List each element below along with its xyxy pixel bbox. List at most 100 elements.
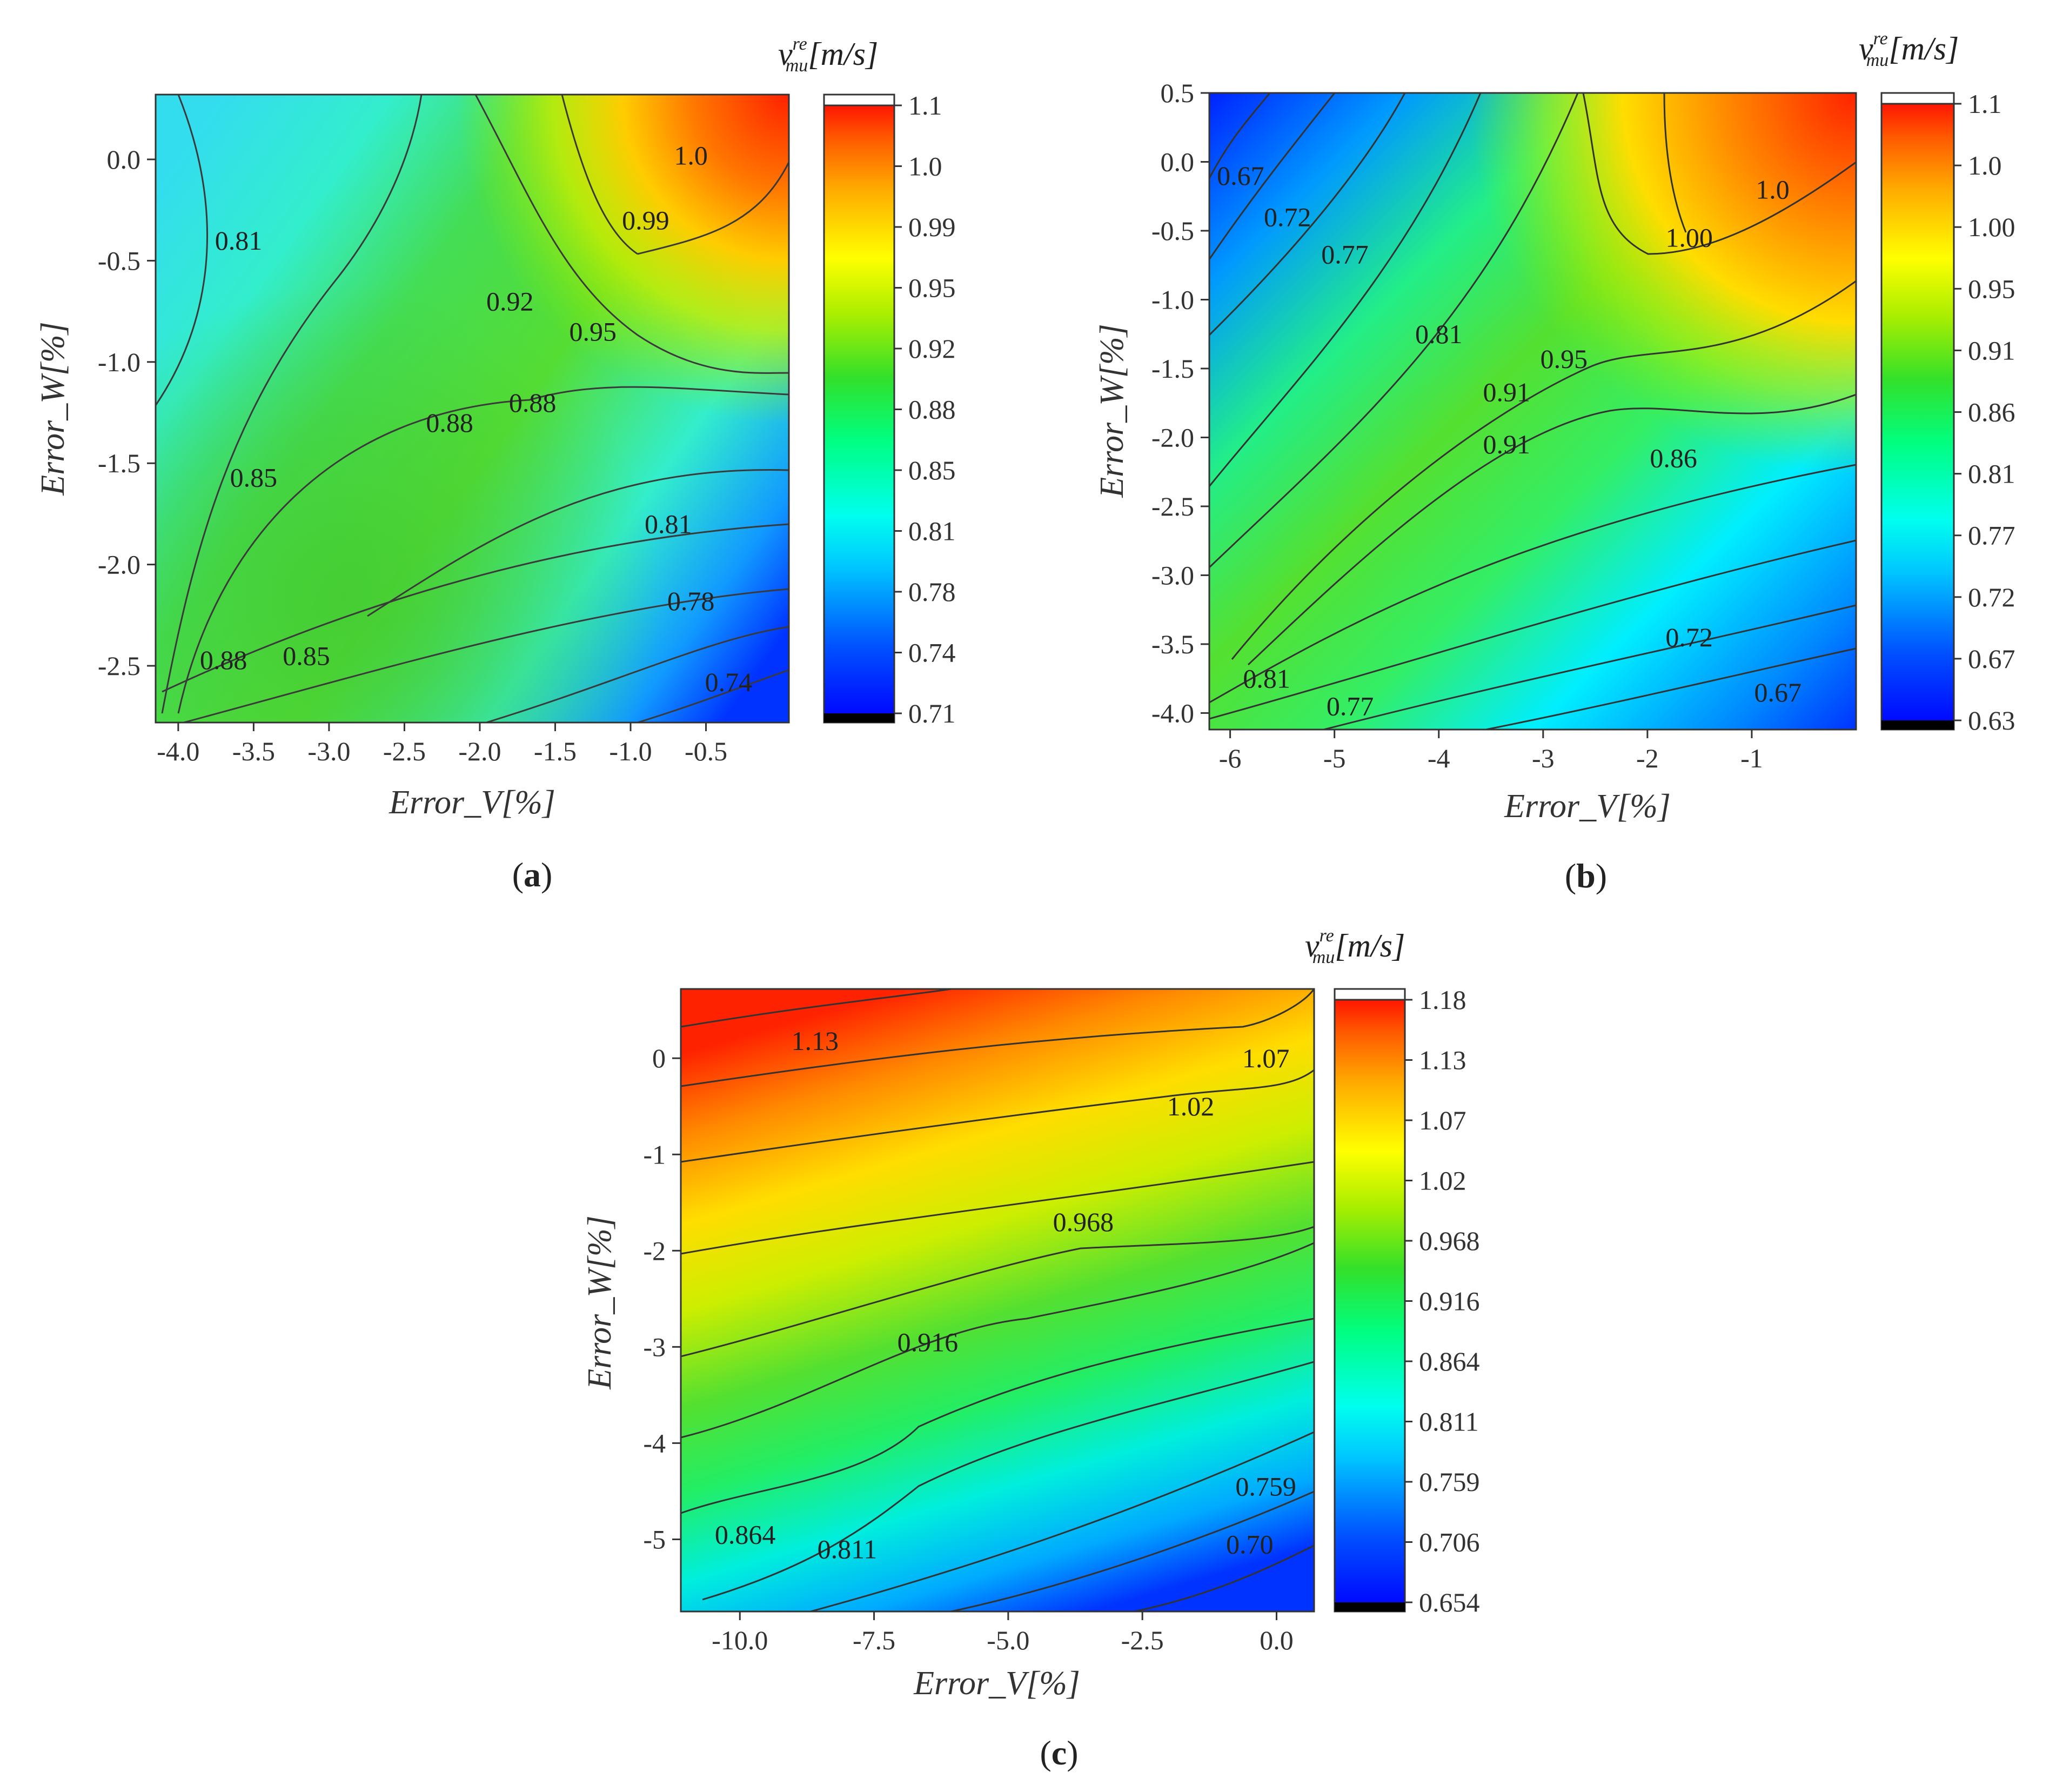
panel-b-colorbar-tick-label: 1.00 <box>1968 212 2015 242</box>
panel-a-xtick-label: -0.5 <box>685 736 727 766</box>
panel-a-xtick-label: -4.0 <box>157 736 199 766</box>
panel-b-contour-label: 0.95 <box>1541 344 1588 374</box>
panel-b-ytick-label: -3.0 <box>1151 560 1194 590</box>
panel-c-ytick-label: 0 <box>652 1043 666 1073</box>
panel-a-colorbar-tick-label: 0.74 <box>908 638 956 668</box>
panel-b-xtick-label: -2 <box>1636 743 1659 773</box>
panel-b-ytick-label: 0.5 <box>1161 78 1195 108</box>
panel-c-xtick-label: -7.5 <box>853 1625 895 1655</box>
panel-a-colorbar-tick-label: 1.1 <box>908 90 942 121</box>
panel-b-xtick-label: -1 <box>1740 743 1763 773</box>
panel-c-contour-label: 0.811 <box>818 1534 878 1564</box>
panel-a-xtick-label: -1.5 <box>534 736 577 766</box>
panel-a: -4.0 -3.5 -3.0 -2.5 -2.0 -1.5 -1.0 -0.5 0.0 -0.5 -… <box>35 34 956 894</box>
panel-b-contour-label: 0.81 <box>1243 664 1290 694</box>
panel-c-colorbar-tick-label: 1.07 <box>1419 1105 1466 1135</box>
panel-b-ylabel: Error_W[%] <box>1094 324 1130 498</box>
panel-b-colorbar-tick-label: 0.77 <box>1968 520 2015 551</box>
panel-c-contour-label: 0.916 <box>898 1327 959 1357</box>
panel-a-contour-labels: 1.0 0.99 0.81 0.92 0.95 0.88 0.88 0.85 0.81 0.78 0… <box>200 140 752 697</box>
panel-c-colorbar-tick-label: 1.13 <box>1419 1045 1466 1075</box>
panel-c-letter: (c) <box>1040 1734 1078 1772</box>
panel-b-colorbar-title: vre mu[m/s] <box>1859 29 1959 70</box>
panel-c-contour-label: 1.02 <box>1167 1091 1215 1121</box>
panel-c-colorbar-tick-label: 0.706 <box>1419 1527 1480 1557</box>
panel-c-ytick-label: -3 <box>643 1332 666 1362</box>
panel-a-ytick-label: 0.0 <box>107 144 141 175</box>
panel-a-contour-label: 0.85 <box>283 640 330 671</box>
panel-b-contour-label: 0.72 <box>1665 622 1713 652</box>
panel-a-xtick-label: -2.0 <box>458 736 501 766</box>
panel-b: -6 -5 -4 -3 -2 -1 0.5 0.0 -0.5 -1.0 -1.5 -2.0 -2.5 -3… <box>1094 29 2015 895</box>
panel-c-contour-label: 0.70 <box>1226 1529 1274 1559</box>
panel-b-colorbar-tick-label: 0.95 <box>1968 273 2015 304</box>
panel-a-colorbar-tick-label: 0.85 <box>908 455 956 485</box>
panel-c-axes: -10.0 -7.5 -5.0 -2.5 0.0 0 -1 -2 -3 -4 -5 <box>643 1043 1293 1655</box>
panel-a-letter: (a) <box>512 855 553 894</box>
panel-b-ytick-label: -1.0 <box>1151 284 1194 315</box>
panel-c-colorbar-tick-label: 1.18 <box>1419 985 1466 1015</box>
panel-a-colorbar-tick-label: 0.99 <box>908 212 956 242</box>
panel-c-colorbar-tick-label: 0.654 <box>1419 1587 1480 1617</box>
panel-b-contour-label: 0.91 <box>1483 429 1530 459</box>
panel-b-contour-label: 0.81 <box>1415 319 1463 349</box>
panel-b-contour-label: 0.77 <box>1321 239 1369 269</box>
panel-a-contour-label: 0.92 <box>486 286 534 316</box>
panel-b-contour-labels: 0.670.720.770.811.01.000.950.910.91 0.860… <box>1217 161 1801 721</box>
panel-a-ytick-label: -1.0 <box>98 347 140 377</box>
panel-b-ytick-label: -1.5 <box>1151 353 1194 384</box>
panel-b-plot-frame <box>1208 92 1857 731</box>
panel-b-colorbar-tick-label: 0.86 <box>1968 397 2015 427</box>
panel-c-contour-labels: 1.13 1.07 1.02 0.968 0.916 0.759 0.864 0.811 0.7… <box>715 1026 1296 1564</box>
panel-a-colorbar-tick-label: 0.92 <box>908 333 956 364</box>
panel-b-colorbar-ticks: 1.1 1.0 1.00 0.95 0.91 0.86 0.81 0.77 0.72 0.67 0.… <box>1954 89 2015 735</box>
panel-b-contour-lines <box>1209 93 1856 730</box>
panel-a-contour-label: 0.88 <box>509 387 557 418</box>
panel-a-contour-label: 0.88 <box>200 645 247 675</box>
panel-b-ytick-label: -3.5 <box>1151 629 1194 659</box>
panel-a-contour-label: 0.88 <box>426 407 473 438</box>
panel-a-colorbar-tick-label: 0.95 <box>908 273 956 303</box>
panel-b-contour-label: 1.0 <box>1756 174 1790 204</box>
panel-a-colorbar-ticks: 1.1 1.0 0.99 0.95 0.92 0.88 0.85 0.81 0.78 0.74 0.… <box>894 90 956 728</box>
panel-b-colorbar-tick-label: 0.91 <box>1968 335 2015 365</box>
panel-b-xlabel: Error_V[%] <box>1504 788 1671 825</box>
panel-c-colorbar-top-cap <box>1334 988 1406 1001</box>
panel-c-field <box>681 989 1314 1612</box>
panel-b-colorbar-tick-label: 0.72 <box>1968 582 2015 612</box>
panel-b-xtick-label: -4 <box>1428 743 1450 773</box>
panel-a-colorbar-title: vre mu[m/s] <box>778 34 878 76</box>
panel-b-contour-label: 0.67 <box>1754 677 1801 707</box>
panel-b-colorbar-tick-label: 1.1 <box>1968 89 2002 119</box>
panel-a-colorbar-top-cap <box>823 93 895 106</box>
panel-c-colorbar-tick-label: 0.968 <box>1419 1226 1480 1256</box>
panel-a-ytick-label: -1.5 <box>98 448 140 478</box>
panel-b-ytick-label: -2.5 <box>1151 491 1194 521</box>
panel-b-xtick-label: -3 <box>1532 743 1555 773</box>
panel-b-ytick-label: -0.5 <box>1151 216 1194 246</box>
panel-a-ylabel: Error_W[%] <box>35 322 71 496</box>
panel-a-xtick-label: -3.5 <box>232 736 275 766</box>
panel-a-colorbar-tick-label: 0.78 <box>908 577 956 607</box>
panel-a-contour-label: 0.99 <box>622 205 669 235</box>
panel-c-contour-label: 0.968 <box>1053 1207 1114 1237</box>
panel-b-colorbar <box>1880 92 1955 731</box>
panel-a-ytick-label: -2.5 <box>98 651 140 681</box>
panel-b-colorbar-tick-label: 0.67 <box>1968 644 2015 674</box>
panel-c-xlabel: Error_V[%] <box>913 1665 1080 1702</box>
panel-a-xtick-label: -1.0 <box>609 736 652 766</box>
panel-a-ytick-label: -0.5 <box>98 245 140 276</box>
panel-c-colorbar-bottom-cap <box>1335 1602 1405 1612</box>
panel-a-colorbar-tick-label: 0.81 <box>908 516 956 546</box>
panel-c-ytick-label: -4 <box>643 1428 666 1458</box>
panel-c-colorbar-tick-label: 0.811 <box>1419 1407 1479 1437</box>
panel-c-contour-label: 0.759 <box>1235 1472 1296 1502</box>
panel-b-ytick-label: 0.0 <box>1161 146 1195 177</box>
panel-b-ytick-label: -2.0 <box>1151 422 1194 452</box>
panel-b-contour-label: 0.72 <box>1264 202 1311 232</box>
panel-c-contour-label: 1.13 <box>792 1026 839 1056</box>
panel-a-xlabel: Error_V[%] <box>389 784 555 821</box>
panel-c-colorbar-tick-label: 0.916 <box>1419 1286 1480 1316</box>
panel-a-contour-label: 0.78 <box>667 586 715 616</box>
